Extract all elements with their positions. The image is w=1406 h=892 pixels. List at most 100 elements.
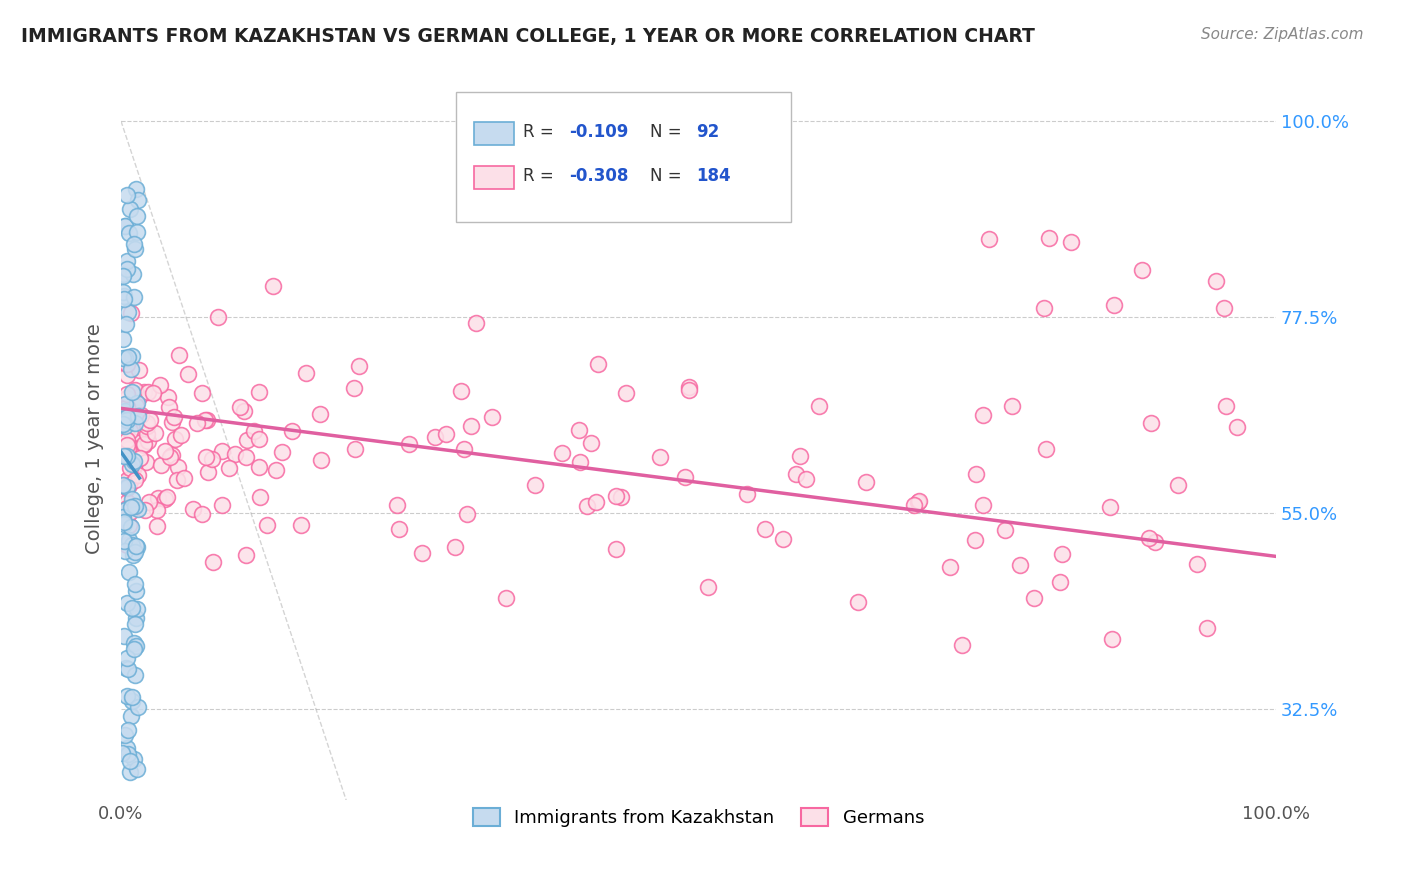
Point xyxy=(411,546,433,560)
Point xyxy=(115,357,138,371)
Point xyxy=(136,416,159,430)
Point xyxy=(453,442,475,456)
Point xyxy=(569,455,592,469)
Point xyxy=(115,351,138,366)
Point xyxy=(434,426,457,441)
Point xyxy=(1010,558,1032,573)
Point xyxy=(118,461,141,475)
Point xyxy=(117,419,139,434)
Point xyxy=(146,491,169,506)
Point xyxy=(111,405,134,419)
Point xyxy=(163,432,186,446)
Point xyxy=(678,380,700,394)
Point xyxy=(243,424,266,438)
Point xyxy=(115,440,138,454)
Point xyxy=(111,746,134,760)
Point xyxy=(994,524,1017,538)
Point xyxy=(125,639,148,653)
Point xyxy=(114,219,136,234)
Point xyxy=(127,193,149,207)
Point xyxy=(344,442,367,456)
Point xyxy=(127,431,149,445)
Text: -0.308: -0.308 xyxy=(569,168,628,186)
Point xyxy=(211,444,233,458)
Point xyxy=(166,473,188,487)
Point xyxy=(235,450,257,464)
Point xyxy=(195,450,218,465)
Point xyxy=(120,765,142,780)
Point xyxy=(247,432,270,446)
Point xyxy=(128,390,150,404)
Point xyxy=(124,499,146,513)
Point xyxy=(1187,557,1209,571)
Point xyxy=(444,540,467,554)
Point xyxy=(135,455,157,469)
Point xyxy=(156,490,179,504)
Point xyxy=(114,219,136,233)
FancyBboxPatch shape xyxy=(456,92,790,222)
Point xyxy=(114,503,136,517)
Point xyxy=(112,477,135,491)
Point xyxy=(122,548,145,562)
Point xyxy=(1038,231,1060,245)
Point xyxy=(114,403,136,417)
Point xyxy=(903,498,925,512)
Point xyxy=(124,399,146,413)
Point xyxy=(979,232,1001,246)
Point xyxy=(114,544,136,558)
Point xyxy=(1137,531,1160,545)
Point xyxy=(115,401,138,415)
Point xyxy=(678,383,700,397)
Point xyxy=(309,407,332,421)
Point xyxy=(115,597,138,611)
Point xyxy=(120,362,142,376)
Text: Source: ZipAtlas.com: Source: ZipAtlas.com xyxy=(1201,27,1364,42)
Point xyxy=(207,310,229,324)
Point xyxy=(290,517,312,532)
Point xyxy=(568,423,591,437)
Point xyxy=(965,467,987,481)
Point xyxy=(115,400,138,414)
Point xyxy=(173,471,195,485)
Point xyxy=(465,316,488,330)
Point xyxy=(907,494,929,508)
Point xyxy=(846,595,869,609)
Point xyxy=(143,425,166,440)
Point xyxy=(1060,235,1083,250)
Point xyxy=(236,433,259,447)
Point xyxy=(124,584,146,599)
Point xyxy=(127,501,149,516)
Point xyxy=(281,424,304,438)
Point xyxy=(122,751,145,765)
Point xyxy=(124,610,146,624)
Point xyxy=(159,400,181,414)
Point xyxy=(124,499,146,513)
Point xyxy=(121,426,143,441)
Point xyxy=(162,448,184,462)
Point xyxy=(124,576,146,591)
Point xyxy=(120,425,142,439)
Point xyxy=(264,463,287,477)
Point xyxy=(673,470,696,484)
Point xyxy=(121,267,143,281)
Point xyxy=(1144,534,1167,549)
Point xyxy=(605,541,627,556)
Point xyxy=(148,378,170,392)
Point xyxy=(115,481,138,495)
Point xyxy=(191,386,214,401)
Point xyxy=(145,503,167,517)
Point xyxy=(134,385,156,400)
Point xyxy=(122,641,145,656)
Point xyxy=(117,351,139,365)
FancyBboxPatch shape xyxy=(474,166,513,189)
Point xyxy=(1024,591,1046,606)
Point xyxy=(181,501,204,516)
Point xyxy=(112,517,135,532)
Point xyxy=(134,437,156,451)
Point xyxy=(117,474,139,488)
Point xyxy=(423,430,446,444)
Point xyxy=(117,662,139,676)
Point xyxy=(117,747,139,762)
Point xyxy=(808,400,831,414)
Point xyxy=(112,289,135,303)
